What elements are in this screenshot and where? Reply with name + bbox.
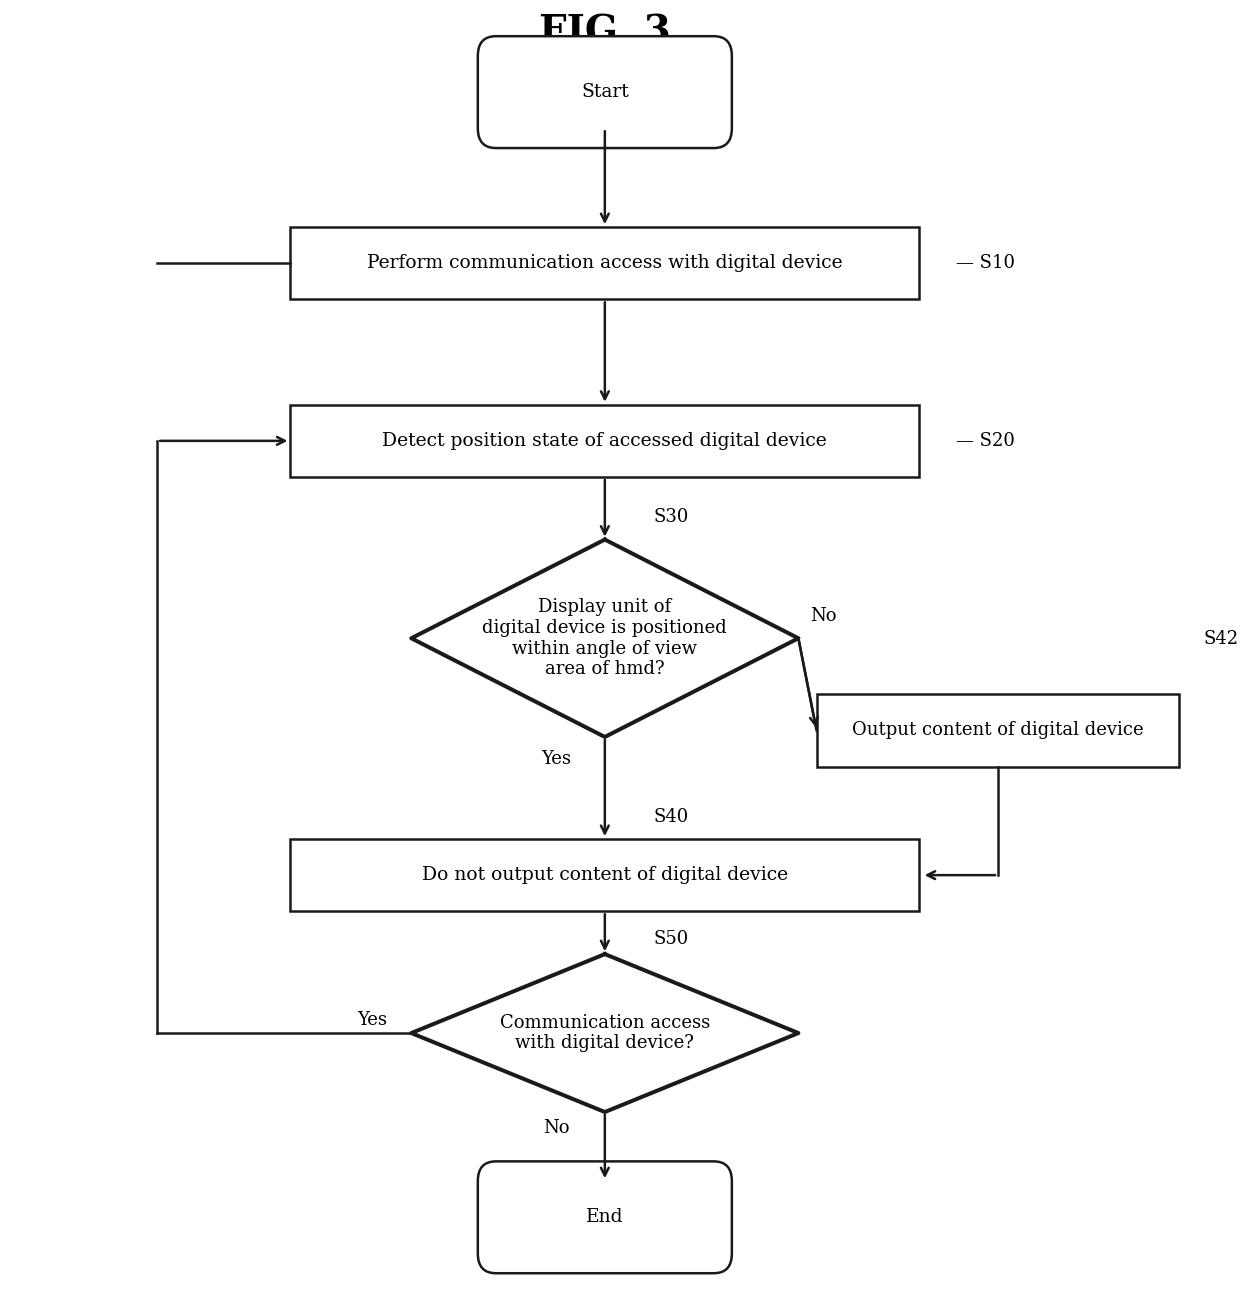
Text: — S20: — S20 [956,432,1014,450]
Text: Communication access
with digital device?: Communication access with digital device… [500,1013,711,1053]
Text: Perform communication access with digital device: Perform communication access with digita… [367,254,843,272]
Text: FIG. 3: FIG. 3 [539,14,671,51]
FancyBboxPatch shape [816,695,1179,766]
Text: Yes: Yes [357,1011,387,1029]
FancyBboxPatch shape [290,840,919,911]
Text: Detect position state of accessed digital device: Detect position state of accessed digita… [382,432,827,450]
Text: S42: S42 [1204,630,1239,647]
Text: Display unit of
digital device is positioned
within angle of view
area of hmd?: Display unit of digital device is positi… [482,597,727,679]
Text: Start: Start [582,83,629,101]
Text: Output content of digital device: Output content of digital device [852,721,1143,740]
Text: Do not output content of digital device: Do not output content of digital device [422,866,787,884]
Text: S50: S50 [653,929,688,948]
Text: S40: S40 [653,808,688,826]
Text: No: No [543,1119,569,1137]
Polygon shape [412,540,799,737]
Text: No: No [811,607,837,625]
Text: — S10: — S10 [956,254,1014,272]
FancyBboxPatch shape [477,1162,732,1274]
Polygon shape [412,954,799,1112]
Text: Yes: Yes [542,750,572,769]
FancyBboxPatch shape [477,37,732,147]
Text: S30: S30 [653,508,688,526]
FancyBboxPatch shape [290,404,919,476]
FancyBboxPatch shape [290,226,919,299]
Text: End: End [587,1208,624,1227]
